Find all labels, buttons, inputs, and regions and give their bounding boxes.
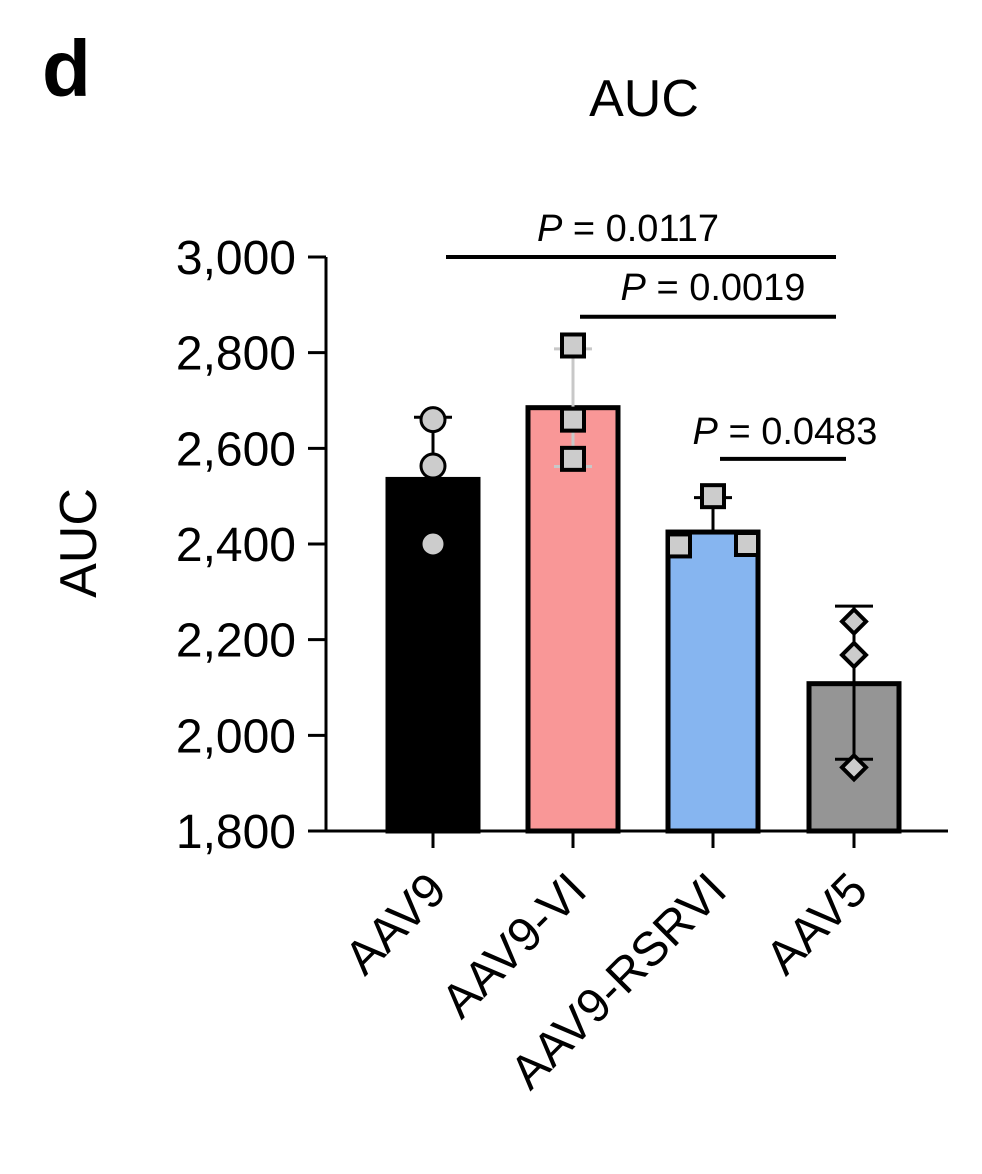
p-symbol: P — [693, 411, 719, 453]
comparison-label: P = 0.0483 — [693, 411, 878, 453]
comparison-label: P = 0.0019 — [621, 267, 806, 309]
p-value: = 0.0483 — [718, 411, 878, 453]
p-symbol: P — [537, 208, 563, 250]
chart-title: AUC — [589, 70, 699, 128]
bar — [665, 529, 761, 834]
p-symbol: P — [621, 267, 647, 309]
p-value: = 0.0019 — [646, 267, 806, 309]
x-tick-label: AAV9 — [335, 863, 457, 985]
bars — [385, 405, 902, 834]
data-point — [560, 332, 586, 359]
data-point — [839, 752, 869, 783]
y-tick-label: 3,000 — [176, 232, 296, 285]
data-point — [419, 452, 447, 480]
data-point — [734, 531, 760, 557]
y-tick-label: 2,800 — [176, 328, 296, 381]
data-point — [700, 483, 726, 510]
x-tick-label: AAV5 — [756, 863, 878, 985]
bar — [385, 476, 481, 834]
y-tick-label: 1,800 — [176, 806, 296, 859]
panel-label: d — [42, 24, 91, 113]
y-tick-label: 2,400 — [176, 519, 296, 572]
y-axis: 1,800 2,000 2,200 2,400 2,600 2,800 3,000 — [176, 232, 328, 859]
p-value: = 0.0117 — [562, 208, 719, 250]
y-tick-label: 2,200 — [176, 615, 296, 668]
data-point — [560, 445, 586, 472]
data-point — [560, 406, 586, 433]
data-point — [419, 406, 447, 434]
y-tick-label: 2,600 — [176, 423, 296, 476]
data-points — [419, 332, 869, 783]
data-point — [839, 606, 869, 637]
y-axis-label: AUC — [50, 488, 108, 598]
comparison-label: P = 0.0117 — [537, 208, 719, 250]
y-tick-label: 2,000 — [176, 710, 296, 763]
data-point — [839, 640, 869, 670]
data-point — [422, 533, 444, 555]
data-point — [666, 532, 692, 559]
